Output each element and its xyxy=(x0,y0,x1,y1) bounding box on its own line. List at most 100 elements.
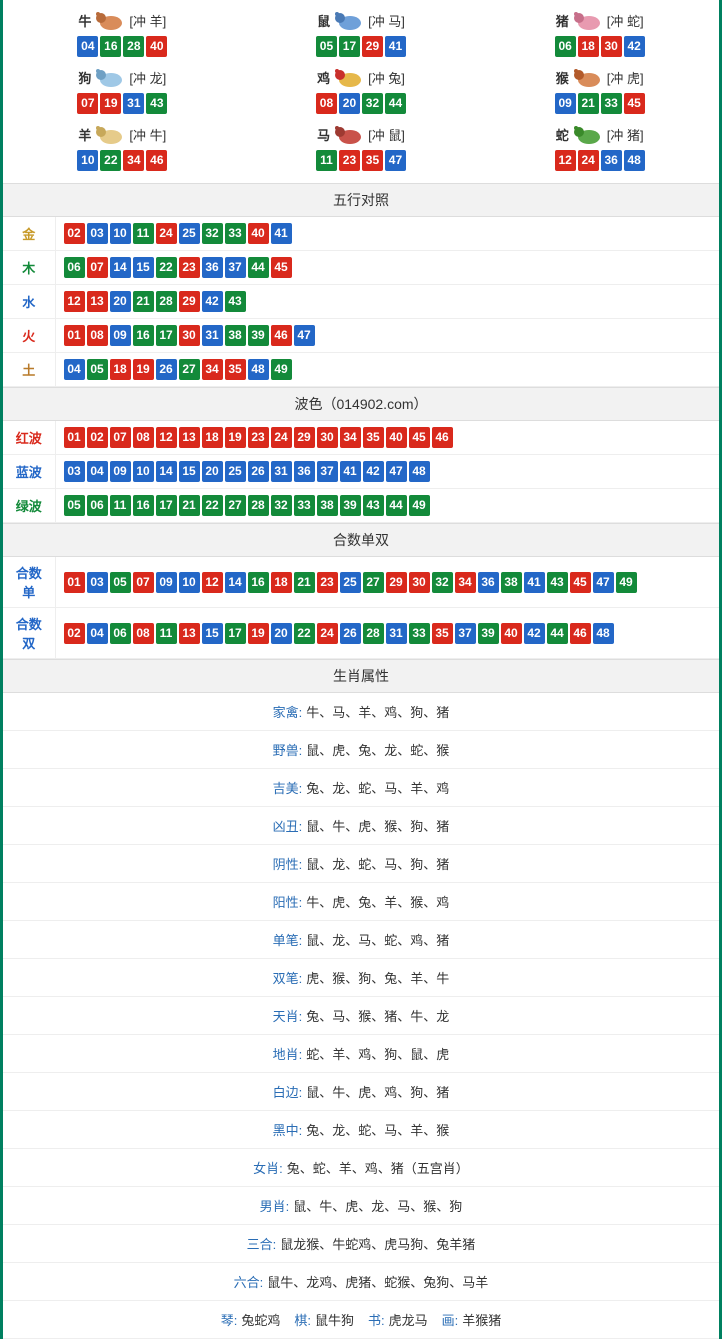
number-ball: 10 xyxy=(110,223,131,244)
row-label: 合数单 xyxy=(3,557,55,608)
number-ball: 42 xyxy=(363,461,384,482)
bose-table: 红波0102070812131819232429303435404546蓝波03… xyxy=(3,421,719,523)
number-ball: 30 xyxy=(409,572,430,593)
number-ball: 04 xyxy=(87,623,108,644)
number-ball: 32 xyxy=(202,223,223,244)
number-ball: 02 xyxy=(64,623,85,644)
section-header-bose: 波色（014902.com） xyxy=(3,387,719,421)
row-label: 金 xyxy=(3,217,55,251)
number-ball: 16 xyxy=(100,36,121,57)
number-ball: 09 xyxy=(110,325,131,346)
zodiac-name: 猴 xyxy=(556,68,569,87)
number-ball: 40 xyxy=(386,427,407,448)
attr-label: 阳性: xyxy=(273,895,303,910)
number-ball: 35 xyxy=(362,150,383,171)
table-row: 红波0102070812131819232429303435404546 xyxy=(3,421,719,455)
number-ball: 07 xyxy=(77,93,98,114)
number-ball: 40 xyxy=(146,36,167,57)
number-ball: 20 xyxy=(202,461,223,482)
number-ball: 25 xyxy=(340,572,361,593)
table-row: 火0108091617303138394647 xyxy=(3,319,719,353)
number-ball: 22 xyxy=(156,257,177,278)
attr-row: 男肖:鼠、牛、虎、龙、马、猴、狗 xyxy=(3,1187,719,1225)
number-ball: 20 xyxy=(110,291,131,312)
number-ball: 02 xyxy=(87,427,108,448)
number-ball: 07 xyxy=(87,257,108,278)
number-ball: 13 xyxy=(179,427,200,448)
number-ball: 22 xyxy=(294,623,315,644)
number-ball: 26 xyxy=(156,359,177,380)
number-ball: 03 xyxy=(87,572,108,593)
zodiac-cell: 蛇[冲 猪]12243648 xyxy=(480,118,719,175)
number-ball: 19 xyxy=(248,623,269,644)
number-ball: 02 xyxy=(64,223,85,244)
zodiac-conflict: [冲 羊] xyxy=(129,11,166,30)
zodiac-name: 鸡 xyxy=(317,68,330,87)
number-ball: 45 xyxy=(570,572,591,593)
attr-row: 凶丑:鼠、牛、虎、猴、狗、猪 xyxy=(3,807,719,845)
number-ball: 31 xyxy=(202,325,223,346)
zodiac-icon-wrap xyxy=(332,8,366,32)
number-ball: 47 xyxy=(385,150,406,171)
zodiac-header: 马[冲 鼠] xyxy=(242,122,481,146)
zodiac-cell: 马[冲 鼠]11233547 xyxy=(242,118,481,175)
number-ball: 48 xyxy=(624,150,645,171)
table-row: 土04051819262734354849 xyxy=(3,353,719,387)
attr-row: 双笔:虎、猴、狗、兔、羊、牛 xyxy=(3,959,719,997)
attr-label: 天肖: xyxy=(273,1009,303,1024)
table-row: 木06071415222336374445 xyxy=(3,251,719,285)
pig-icon xyxy=(571,8,605,32)
horse-icon xyxy=(332,122,366,146)
number-ball: 31 xyxy=(123,93,144,114)
number-ball: 30 xyxy=(317,427,338,448)
row-label: 木 xyxy=(3,251,55,285)
number-ball: 49 xyxy=(616,572,637,593)
number-ball: 09 xyxy=(555,93,576,114)
number-ball: 46 xyxy=(570,623,591,644)
number-ball: 17 xyxy=(225,623,246,644)
bottom-part-value: 羊猴猪 xyxy=(462,1313,501,1328)
attr-label: 家禽: xyxy=(273,705,303,720)
number-ball: 22 xyxy=(100,150,121,171)
goat-icon xyxy=(93,122,127,146)
number-ball: 14 xyxy=(110,257,131,278)
row-label: 土 xyxy=(3,353,55,387)
zodiac-balls: 09213345 xyxy=(480,93,719,114)
attr-value: 牛、虎、兔、羊、猴、鸡 xyxy=(306,895,449,910)
zodiac-name: 蛇 xyxy=(556,125,569,144)
number-ball: 12 xyxy=(156,427,177,448)
bottom-part-label: 琴: xyxy=(221,1313,238,1328)
row-balls: 1213202128294243 xyxy=(55,285,719,319)
number-ball: 17 xyxy=(156,325,177,346)
zodiac-name: 马 xyxy=(317,125,330,144)
number-ball: 21 xyxy=(133,291,154,312)
number-ball: 12 xyxy=(64,291,85,312)
number-ball: 08 xyxy=(87,325,108,346)
number-ball: 41 xyxy=(340,461,361,482)
attr-value: 鼠、牛、虎、鸡、狗、猪 xyxy=(306,1085,449,1100)
number-ball: 27 xyxy=(179,359,200,380)
number-ball: 21 xyxy=(294,572,315,593)
number-ball: 08 xyxy=(133,427,154,448)
number-ball: 32 xyxy=(362,93,383,114)
number-ball: 27 xyxy=(363,572,384,593)
attr-row: 阳性:牛、虎、兔、羊、猴、鸡 xyxy=(3,883,719,921)
attr-label: 单笔: xyxy=(273,933,303,948)
number-ball: 09 xyxy=(110,461,131,482)
number-ball: 22 xyxy=(202,495,223,516)
number-ball: 03 xyxy=(87,223,108,244)
attr-row: 白边:鼠、牛、虎、鸡、狗、猪 xyxy=(3,1073,719,1111)
number-ball: 04 xyxy=(77,36,98,57)
table-row: 金02031011242532334041 xyxy=(3,217,719,251)
number-ball: 26 xyxy=(248,461,269,482)
number-ball: 10 xyxy=(179,572,200,593)
attr-value: 鼠、龙、蛇、马、狗、猪 xyxy=(306,857,449,872)
number-ball: 08 xyxy=(316,93,337,114)
number-ball: 19 xyxy=(225,427,246,448)
number-ball: 21 xyxy=(578,93,599,114)
number-ball: 23 xyxy=(179,257,200,278)
number-ball: 23 xyxy=(317,572,338,593)
attr-row: 女肖:兔、蛇、羊、鸡、猪（五宫肖） xyxy=(3,1149,719,1187)
zodiac-balls: 04162840 xyxy=(3,36,242,57)
number-ball: 11 xyxy=(316,150,337,171)
